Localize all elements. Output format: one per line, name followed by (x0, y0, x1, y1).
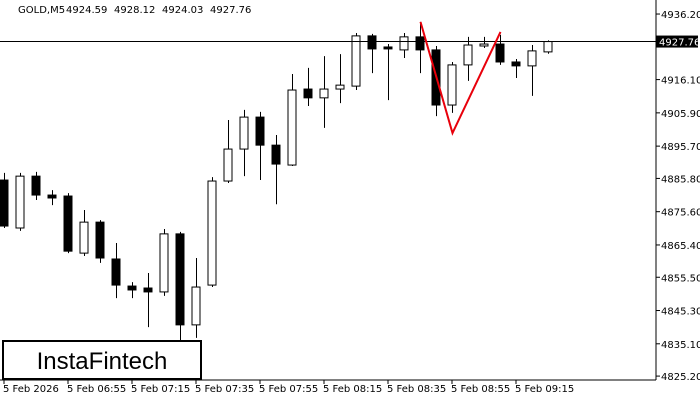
y-tick-label: 4845.30 (661, 307, 700, 318)
candle-body (239, 116, 249, 150)
x-tick-label: 5 Feb 2026 (3, 384, 59, 395)
candle-body (191, 286, 201, 326)
candle-body (527, 50, 537, 67)
x-tick-label: 5 Feb 07:15 (131, 384, 190, 395)
candle-body (31, 175, 41, 196)
x-tick-label: 5 Feb 08:15 (323, 384, 382, 395)
candle-body (0, 179, 9, 227)
y-tick-label: 4825.20 (661, 372, 700, 383)
candle-body (95, 221, 105, 259)
candle-body (303, 88, 313, 99)
y-tick-label: 4905.90 (661, 109, 700, 120)
y-tick-label: 4916.10 (661, 76, 700, 87)
candle-body (511, 61, 521, 67)
candle-body (127, 285, 137, 291)
header: GOLD,M5 4924.59 4928.12 4924.03 4927.76 (18, 5, 251, 16)
x-tick-label: 5 Feb 07:55 (259, 384, 318, 395)
candle-body (255, 116, 265, 146)
candle-body (351, 35, 361, 87)
y-tick-label: 4865.40 (661, 241, 700, 252)
watermark-box (2, 340, 202, 380)
candle-body (543, 41, 553, 53)
candle-body (335, 84, 345, 90)
last-price-label: 4927.76 (659, 38, 700, 49)
pattern-line (419, 21, 502, 136)
header-close: 4927.76 (210, 5, 251, 16)
header-low: 4924.03 (162, 5, 203, 16)
candle-body (175, 233, 185, 326)
y-tick-label: 4835.10 (661, 340, 700, 351)
last-price-box (656, 35, 698, 48)
x-tick-label: 5 Feb 08:35 (387, 384, 446, 395)
candle-body (415, 36, 425, 51)
candle-body (223, 148, 233, 182)
candle-body (367, 35, 377, 50)
candle-body (207, 180, 217, 286)
header-high: 4928.12 (114, 5, 155, 16)
watermark: InstaFintech (37, 348, 168, 375)
y-tick-label: 4936.20 (661, 10, 700, 21)
candle-body (399, 36, 409, 51)
candle-body (15, 175, 25, 229)
y-tick-label: 4875.60 (661, 208, 700, 219)
x-tick-label: 5 Feb 06:55 (67, 384, 126, 395)
candle-body (495, 43, 505, 63)
x-tick-label: 5 Feb 09:15 (515, 384, 574, 395)
symbol: GOLD,M5 (18, 5, 65, 16)
candle-body (271, 144, 281, 165)
candle-body (447, 64, 457, 106)
candle-body (143, 287, 153, 293)
y-tick-label: 4885.80 (661, 174, 700, 185)
candle-body (47, 194, 57, 199)
x-tick-label: 5 Feb 08:55 (451, 384, 510, 395)
candle-body (79, 221, 89, 254)
y-tick-label: 4855.50 (661, 273, 700, 284)
candle-body (287, 89, 297, 166)
y-tick-label: 4895.70 (661, 142, 700, 153)
candle-body (319, 88, 329, 99)
candle-body (159, 233, 169, 293)
x-tick-label: 5 Feb 07:35 (195, 384, 254, 395)
candle-body (383, 46, 393, 50)
candle-body (111, 258, 121, 286)
candle-body (63, 195, 73, 252)
candle-body (479, 43, 489, 47)
header-open: 4924.59 (66, 5, 107, 16)
candle-body (463, 44, 473, 66)
